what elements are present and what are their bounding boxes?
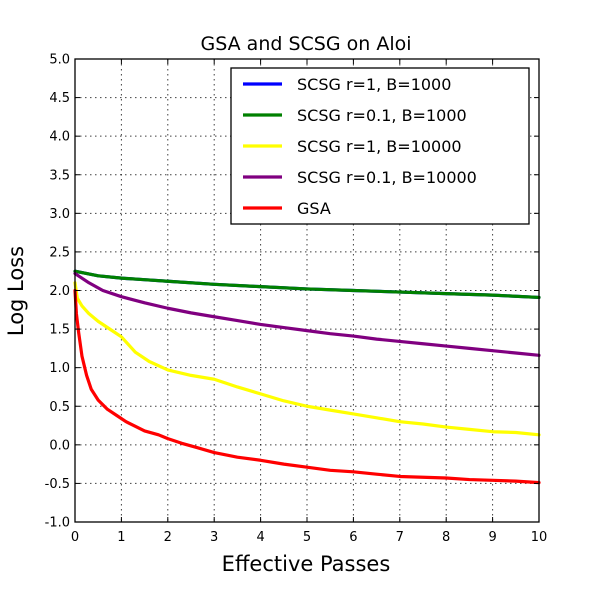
x-tick-label: 3 [210, 530, 218, 545]
x-tick-label: 10 [531, 530, 548, 545]
x-tick-label: 2 [164, 530, 172, 545]
x-tick-label: 1 [117, 530, 125, 545]
x-tick-label: 9 [488, 530, 496, 545]
y-tick-label: 4.5 [49, 91, 70, 106]
y-axis-label: Log Loss [4, 246, 28, 336]
legend-label: SCSG r=1, B=10000 [297, 137, 462, 156]
series-line-2 [73, 269, 541, 300]
series-line-5 [73, 288, 541, 485]
x-axis-label: Effective Passes [222, 552, 391, 576]
y-tick-label: 2.5 [49, 245, 70, 260]
y-tick-label: 1.5 [49, 323, 70, 338]
legend-label: SCSG r=0.1, B=10000 [297, 168, 477, 187]
x-tick-label: 0 [71, 530, 79, 545]
series-line-3 [73, 281, 541, 437]
x-tick-label: 6 [349, 530, 357, 545]
y-tick-label: 2.0 [49, 284, 70, 299]
y-tick-label: 3.5 [49, 168, 70, 183]
x-tick-label: 5 [303, 530, 311, 545]
series-layer [73, 269, 541, 485]
y-tick-label: -1.0 [45, 516, 70, 531]
y-tick-label: 5.0 [49, 53, 70, 68]
x-tick-label: 8 [442, 530, 450, 545]
legend-label: GSA [297, 199, 331, 218]
chart-title: GSA and SCSG on Aloi [201, 33, 412, 55]
y-tick-label: 3.0 [49, 207, 70, 222]
y-tick-label: 4.0 [49, 130, 70, 145]
legend-label: SCSG r=1, B=1000 [297, 75, 451, 94]
x-tick-label: 7 [396, 530, 404, 545]
y-tick-label: 0.5 [49, 400, 70, 415]
y-tick-label: 0.0 [49, 438, 70, 453]
y-tick-label: -0.5 [45, 477, 70, 492]
ticks: 0 1 2 3 4 5 6 7 8 9 10 -1.0 -0.5 0.0 0.5 1.0 1.5 2.0 2.5 3.… [45, 53, 548, 546]
x-tick-label: 4 [256, 530, 264, 545]
series-line-4 [73, 271, 541, 357]
legend-label: SCSG r=0.1, B=1000 [297, 106, 467, 125]
y-tick-label: 1.0 [49, 361, 70, 376]
legend: SCSG r=1, B=1000 SCSG r=0.1, B=1000 SCSG r… [230, 67, 530, 225]
